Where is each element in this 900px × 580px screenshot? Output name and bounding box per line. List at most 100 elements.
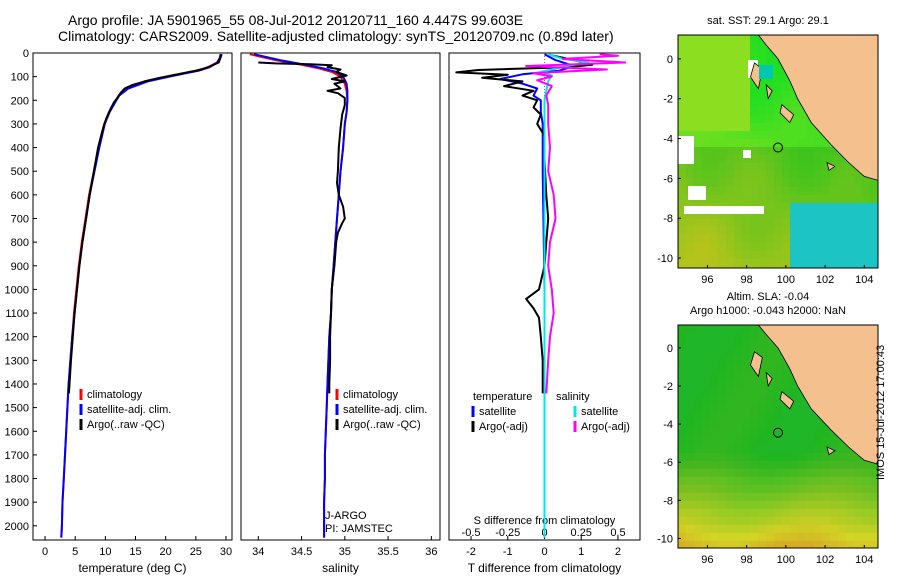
map-cell (766, 501, 774, 509)
map-cell (838, 397, 846, 405)
map-cell (758, 461, 766, 469)
map-y-tick-label: 0 (667, 54, 673, 66)
map-cell (822, 195, 830, 203)
map-cell (678, 349, 686, 357)
map-cell (782, 59, 790, 67)
map-cell (726, 211, 734, 219)
map-cell (838, 365, 846, 373)
map-cell (774, 131, 782, 139)
map-cell (798, 211, 806, 219)
map-cell (742, 83, 750, 91)
map-cell (694, 437, 702, 445)
map-cell (766, 437, 774, 445)
map-cell (814, 421, 822, 429)
map-cell (798, 155, 806, 163)
map-cell (758, 155, 766, 163)
map-cell (686, 107, 694, 115)
map-cell (846, 227, 854, 235)
land-sumatra (757, 34, 879, 181)
map-cell (862, 147, 870, 155)
map-cell (694, 445, 702, 453)
map-cell (710, 533, 718, 541)
map-cell (798, 99, 806, 107)
map-cell (782, 51, 790, 59)
y-tick-label: 1900 (5, 497, 29, 509)
map-cell (766, 139, 774, 147)
map-cell (790, 437, 798, 445)
map-cell (790, 163, 798, 171)
x-tick-label: 15 (129, 546, 141, 558)
series-line-t-satellite (499, 53, 575, 538)
map-cell (870, 187, 878, 195)
map-cell (846, 493, 854, 501)
map-cell (734, 75, 742, 83)
map-cell (838, 123, 846, 131)
map-cell (742, 517, 750, 525)
map-cell (782, 333, 790, 341)
map-cell (702, 429, 710, 437)
map-cell (726, 453, 734, 461)
map-cell (678, 469, 686, 477)
map-cell (710, 421, 718, 429)
map-cell (742, 219, 750, 227)
map-cell (742, 341, 750, 349)
map-cell (734, 267, 742, 268)
map-cell (838, 541, 846, 548)
map-cell (726, 413, 734, 421)
map-cell (814, 227, 822, 235)
map-cell (742, 259, 750, 267)
map-cell (846, 509, 854, 517)
map-cell (734, 195, 742, 203)
map-cell (806, 251, 814, 259)
map-cell (822, 171, 830, 179)
map-cell (774, 509, 782, 517)
map-cell (734, 381, 742, 389)
map-cell (702, 131, 710, 139)
map-cell (806, 341, 814, 349)
map-cell (846, 75, 854, 83)
map-cell (758, 123, 766, 131)
map-cell (718, 509, 726, 517)
map-cell (862, 453, 870, 461)
map-cell (838, 421, 846, 429)
map-cell (862, 365, 870, 373)
map-cell (734, 397, 742, 405)
map-y-tick-label: -10 (657, 253, 673, 265)
map-cell (846, 325, 854, 333)
map-cell (750, 203, 758, 211)
map-cell (862, 227, 870, 235)
map-cell (782, 91, 790, 99)
map-cell (870, 267, 878, 268)
map-cell (758, 67, 766, 75)
map-cell (726, 325, 734, 333)
map-cell (734, 35, 742, 43)
map-cell (702, 147, 710, 155)
map-cell (782, 405, 790, 413)
map-cell (790, 333, 798, 341)
map-cell (782, 493, 790, 501)
map-cell (806, 211, 814, 219)
map-cell (854, 405, 862, 413)
map-cell (846, 171, 854, 179)
map-cell (790, 429, 798, 437)
map-cell (750, 235, 758, 243)
map-cell (806, 75, 814, 83)
map-cell (718, 333, 726, 341)
map-cell (814, 405, 822, 413)
map-cell (774, 243, 782, 251)
map-cell (822, 389, 830, 397)
map-cell (790, 43, 798, 51)
map-cell (710, 235, 718, 243)
map-cell (774, 445, 782, 453)
map-x-tick-label: 98 (741, 274, 753, 286)
map-cell (742, 75, 750, 83)
map-cell (806, 445, 814, 453)
map-cell (710, 389, 718, 397)
map-cell (694, 59, 702, 67)
map-cell (702, 235, 710, 243)
map-cell (766, 211, 774, 219)
map-cell (758, 259, 766, 267)
map-cell (782, 155, 790, 163)
map-cell (766, 525, 774, 533)
map-cell (710, 525, 718, 533)
